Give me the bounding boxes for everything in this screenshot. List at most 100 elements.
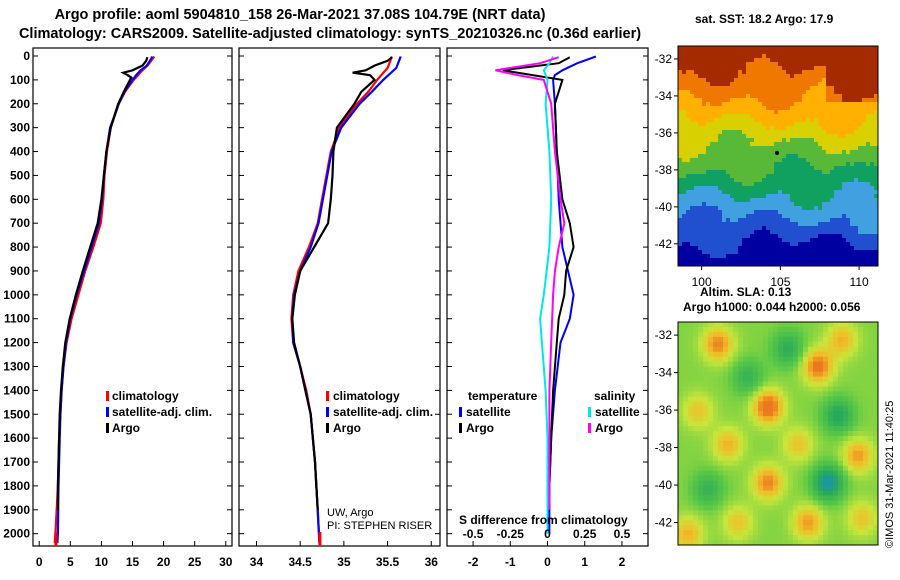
heatmap-cell [842, 174, 847, 179]
heatmap-cell [823, 351, 829, 358]
heatmap-cell [770, 82, 775, 87]
heatmap-cell [748, 440, 754, 447]
heatmap-cell [742, 86, 747, 91]
heatmap-cell [762, 98, 767, 103]
heatmap-cell [738, 351, 744, 358]
heatmap-cell [814, 134, 819, 139]
heatmap-cell [806, 62, 811, 67]
heatmap-cell [714, 214, 719, 219]
heatmap-cell [738, 110, 743, 115]
heatmap-cell [703, 406, 709, 412]
heatmap-cell [718, 254, 723, 259]
heatmap-cell [814, 98, 819, 103]
heatmap-cell [862, 118, 867, 123]
heatmap-cell [698, 194, 703, 199]
heatmap-cell [718, 525, 724, 531]
heatmap-cell [702, 214, 707, 219]
heatmap-cell [693, 520, 699, 526]
heatmap-cell [858, 174, 863, 179]
heatmap-cell [713, 336, 719, 343]
heatmap-cell [694, 202, 699, 207]
heatmap-cell [766, 66, 771, 71]
heatmap-cell [766, 194, 771, 199]
heatmap-cell [826, 50, 831, 55]
heatmap-cell [850, 234, 855, 239]
heatmap-cell [726, 126, 731, 131]
heatmap-cell [874, 178, 879, 183]
heatmap-cell [848, 366, 854, 372]
heatmap-cell [722, 206, 727, 211]
heatmap-cell [813, 495, 819, 501]
heatmap-cell [793, 366, 799, 372]
heatmap-cell [734, 142, 739, 147]
heatmap-cell [853, 391, 859, 397]
heatmap-cell [838, 450, 844, 457]
heatmap-cell [698, 361, 704, 367]
heatmap-cell [694, 66, 699, 71]
heatmap-cell [783, 361, 789, 367]
heatmap-cell [750, 70, 755, 75]
heatmap-cell [802, 62, 807, 67]
heatmap-cell [770, 214, 775, 219]
heatmap-cell [698, 78, 703, 83]
heatmap-cell [866, 74, 871, 79]
heatmap-cell [830, 242, 835, 247]
heatmap-cell [714, 62, 719, 67]
heatmap-cell [754, 158, 759, 163]
heatmap-cell [718, 150, 723, 155]
heatmap-cell [754, 54, 759, 59]
heatmap-cell [846, 214, 851, 219]
heatmap-cell [690, 186, 695, 191]
heatmap-cell [818, 460, 824, 467]
heatmap-cell [726, 94, 731, 99]
heatmap-cell [738, 322, 744, 328]
heatmap-cell [822, 142, 827, 147]
heatmap-cell [846, 70, 851, 75]
heatmap-cell [743, 371, 749, 377]
heatmap-cell [693, 455, 699, 462]
heatmap-cell [826, 262, 831, 267]
heatmap-cell [814, 158, 819, 163]
heatmap-cell [748, 505, 754, 511]
heatmap-cell [722, 82, 727, 87]
heatmap-cell [790, 118, 795, 123]
heatmap-cell [702, 118, 707, 123]
heatmap-cell [874, 166, 879, 171]
heatmap-cell [782, 90, 787, 95]
heatmap-cell [683, 331, 689, 338]
heatmap-cell [854, 234, 859, 239]
heatmap-cell [758, 82, 763, 87]
heatmap-cell [713, 530, 719, 536]
heatmap-cell [698, 170, 703, 175]
heatmap-cell [743, 361, 749, 367]
heatmap-cell [728, 381, 734, 387]
sst-lat-tick-label: -32 [655, 52, 673, 66]
heatmap-cell [718, 110, 723, 115]
heatmap-cell [738, 535, 744, 541]
heatmap-cell [718, 336, 724, 343]
heatmap-cell [858, 142, 863, 147]
heatmap-cell [698, 386, 704, 392]
heatmap-cell [750, 98, 755, 103]
heatmap-cell [822, 146, 827, 151]
heatmap-cell [748, 406, 754, 412]
heatmap-cell [828, 470, 834, 477]
heatmap-cell [714, 66, 719, 71]
heatmap-cell [830, 238, 835, 243]
heatmap-cell [722, 54, 727, 59]
heatmap-cell [718, 186, 723, 191]
heatmap-cell [754, 186, 759, 191]
heatmap-cell [788, 485, 794, 491]
heatmap-cell [818, 242, 823, 247]
sst-lat-tick-label: -40 [655, 200, 673, 214]
heatmap-cell [766, 162, 771, 167]
heatmap-cell [874, 254, 879, 259]
heatmap-cell [738, 230, 743, 235]
heatmap-cell [822, 214, 827, 219]
heatmap-cell [743, 421, 749, 427]
heatmap-cell [774, 110, 779, 115]
heatmap-cell [874, 110, 879, 115]
heatmap-cell [870, 182, 875, 187]
heatmap-cell [803, 421, 809, 427]
